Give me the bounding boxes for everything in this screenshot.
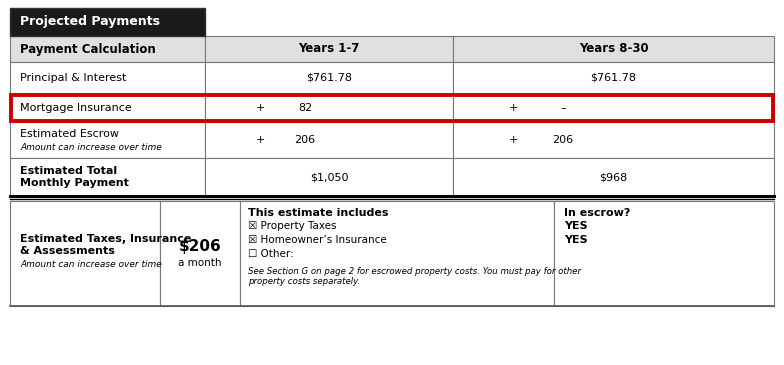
Text: In escrow?: In escrow? <box>564 208 630 218</box>
Bar <box>453 62 774 94</box>
Text: ☒ Property Taxes: ☒ Property Taxes <box>248 221 336 231</box>
Bar <box>10 122 205 158</box>
Text: $761.78: $761.78 <box>306 73 352 83</box>
Text: Estimated Escrow: Estimated Escrow <box>20 129 119 139</box>
Text: 206: 206 <box>295 135 316 145</box>
Text: a month: a month <box>178 257 222 268</box>
Text: Mortgage Insurance: Mortgage Insurance <box>20 103 132 113</box>
Bar <box>10 62 205 94</box>
Text: +: + <box>508 103 517 113</box>
Text: Estimated Taxes, Insurance: Estimated Taxes, Insurance <box>20 234 191 245</box>
Bar <box>453 122 774 158</box>
Bar <box>10 8 205 36</box>
Text: YES: YES <box>564 221 588 231</box>
Text: Projected Payments: Projected Payments <box>20 15 160 28</box>
Text: ☒ Homeowner’s Insurance: ☒ Homeowner’s Insurance <box>248 235 387 245</box>
Text: $206: $206 <box>179 239 221 254</box>
Bar <box>205 8 774 36</box>
Text: $1,050: $1,050 <box>310 172 348 182</box>
Text: Payment Calculation: Payment Calculation <box>20 42 156 55</box>
Text: property costs separately.: property costs separately. <box>248 277 361 285</box>
Bar <box>205 122 453 158</box>
Text: ☐ Other:: ☐ Other: <box>248 249 294 259</box>
Text: +: + <box>256 103 265 113</box>
Bar <box>453 94 774 122</box>
Text: 206: 206 <box>553 135 574 145</box>
Text: Principal & Interest: Principal & Interest <box>20 73 126 83</box>
Bar <box>160 201 240 306</box>
Text: $761.78: $761.78 <box>590 73 637 83</box>
Bar <box>453 36 774 62</box>
Text: +: + <box>508 135 517 145</box>
Bar <box>205 36 453 62</box>
Bar <box>554 201 774 306</box>
Text: 82: 82 <box>298 103 312 113</box>
Text: YES: YES <box>564 235 588 245</box>
Bar <box>205 62 453 94</box>
Bar <box>10 94 205 122</box>
Text: & Assessments: & Assessments <box>20 246 115 255</box>
Bar <box>10 201 160 306</box>
Text: Years 1-7: Years 1-7 <box>299 42 360 55</box>
Text: –: – <box>561 103 566 113</box>
Bar <box>240 201 554 306</box>
Bar <box>205 158 453 196</box>
Text: See Section G on page 2 for escrowed property costs. You must pay for other: See Section G on page 2 for escrowed pro… <box>248 266 581 276</box>
Bar <box>453 158 774 196</box>
Text: This estimate includes: This estimate includes <box>248 208 389 218</box>
Text: $968: $968 <box>600 172 628 182</box>
Text: +: + <box>256 135 265 145</box>
Text: Years 8-30: Years 8-30 <box>579 42 648 55</box>
Text: Amount can increase over time: Amount can increase over time <box>20 260 162 269</box>
Bar <box>10 158 205 196</box>
Bar <box>205 94 453 122</box>
Text: Amount can increase over time: Amount can increase over time <box>20 142 162 151</box>
Bar <box>10 36 205 62</box>
Text: Estimated Total
Monthly Payment: Estimated Total Monthly Payment <box>20 166 129 188</box>
